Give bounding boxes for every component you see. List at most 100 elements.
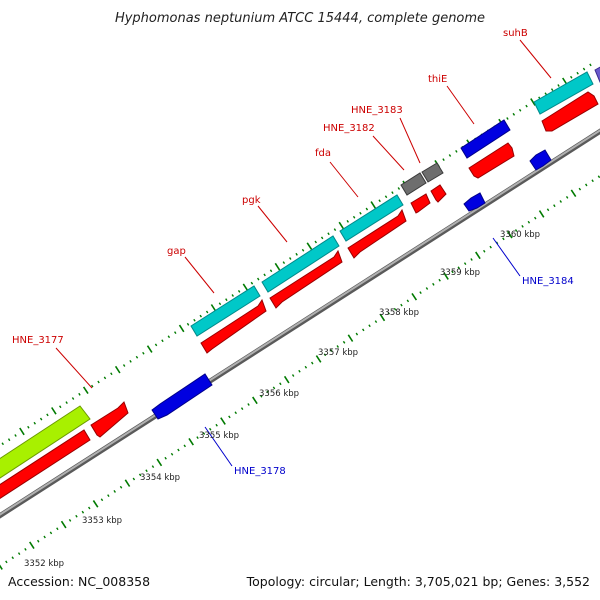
minor-tick xyxy=(365,207,369,211)
major-tick xyxy=(570,189,577,198)
minor-tick xyxy=(546,208,550,212)
cog-block-gap xyxy=(190,285,261,337)
minor-tick xyxy=(37,539,40,543)
minor-tick xyxy=(514,229,518,232)
major-tick xyxy=(274,262,281,271)
gene-label-suhb[interactable]: suhB xyxy=(503,28,528,39)
cds-arrow-pgk xyxy=(269,249,343,309)
major-tick xyxy=(51,407,57,415)
minor-tick xyxy=(597,175,600,179)
gene-label-hne3177[interactable]: HNE_3177 xyxy=(12,335,64,346)
gene-label-hne3182[interactable]: HNE_3182 xyxy=(323,123,375,134)
minor-tick xyxy=(138,473,142,477)
cds-arrow-gap xyxy=(200,298,267,354)
minor-tick xyxy=(154,343,158,347)
minor-tick xyxy=(135,355,139,359)
ruler-label: 3359 kbp xyxy=(440,268,480,278)
minor-tick xyxy=(119,485,123,489)
major-tick xyxy=(60,520,67,529)
cog-track xyxy=(0,66,600,479)
gene-label-hne3184[interactable]: HNE_3184 xyxy=(522,276,574,287)
major-tick xyxy=(0,564,3,570)
ruler-label: 3358 kbp xyxy=(379,308,419,318)
cog-block-suhb xyxy=(533,71,594,115)
gene-label-thie[interactable]: thiE xyxy=(428,74,447,85)
minor-tick xyxy=(164,456,167,460)
gene-labels: HNE_3177 gap pgk fda HNE_3182 HNE_3183 t… xyxy=(12,28,574,477)
minor-tick xyxy=(570,75,573,79)
backbone xyxy=(0,128,600,519)
minor-tick xyxy=(231,294,234,297)
minor-tick xyxy=(323,353,327,357)
gene-label-hne3183[interactable]: HNE_3183 xyxy=(351,105,403,116)
cds-arrow-hne3177 xyxy=(90,401,129,438)
gene-label-hne3178[interactable]: HNE_3178 xyxy=(234,466,286,477)
minor-tick xyxy=(455,150,458,153)
minor-tick xyxy=(269,269,273,273)
inner-dotted-track xyxy=(0,175,600,570)
minor-tick xyxy=(282,261,286,264)
minor-tick xyxy=(457,266,461,270)
ruler-label: 3356 kbp xyxy=(259,389,299,399)
minor-tick xyxy=(196,436,199,439)
minor-tick xyxy=(327,232,330,236)
cds-forward-track xyxy=(0,91,599,500)
major-tick xyxy=(306,242,313,250)
minor-tick xyxy=(448,154,452,157)
minor-tick xyxy=(544,92,547,96)
accession-text: Accession: NC_008358 xyxy=(8,574,150,589)
minor-tick xyxy=(589,63,592,67)
minor-tick xyxy=(228,415,231,419)
minor-tick xyxy=(330,349,333,352)
minor-tick xyxy=(438,278,441,282)
cds-arrow-hne3178 xyxy=(151,373,213,420)
leader-hne3184 xyxy=(492,237,521,277)
minor-tick xyxy=(43,535,46,539)
major-tick xyxy=(156,458,163,467)
major-tick xyxy=(315,355,322,363)
minor-tick xyxy=(295,252,298,256)
minor-tick xyxy=(521,225,524,228)
minor-tick xyxy=(534,216,537,220)
major-tick xyxy=(19,427,25,436)
cog-block-pgk xyxy=(261,235,340,293)
leader-pgk xyxy=(257,205,288,243)
minor-tick xyxy=(177,448,180,452)
minor-tick xyxy=(406,299,410,303)
cog-block-hne3177 xyxy=(0,405,91,479)
minor-tick xyxy=(11,556,14,560)
minor-tick xyxy=(342,340,346,344)
cog-block-fda xyxy=(339,194,404,242)
minor-tick xyxy=(502,237,505,241)
map-title: Hyphomonas neptunium ATCC 15444, complet… xyxy=(115,11,485,26)
minor-tick xyxy=(378,199,381,203)
minor-tick xyxy=(122,364,126,367)
major-tick xyxy=(178,324,185,333)
minor-tick xyxy=(272,386,276,390)
major-tick xyxy=(370,201,377,209)
gene-label-fda[interactable]: fda xyxy=(315,148,331,159)
minor-tick xyxy=(161,339,164,343)
ruler-label: 3357 kbp xyxy=(318,348,358,358)
ruler-label: 3353 kbp xyxy=(82,516,122,526)
gene-label-pgk[interactable]: pgk xyxy=(242,195,261,206)
major-tick xyxy=(114,365,121,374)
gene-label-gap[interactable]: gap xyxy=(167,246,186,257)
minor-tick xyxy=(68,519,72,522)
major-tick xyxy=(475,251,481,260)
major-tick xyxy=(411,292,418,301)
label-leaders xyxy=(55,39,552,467)
minor-tick xyxy=(100,498,104,502)
ruler-label: 3352 kbp xyxy=(24,559,64,569)
minor-tick xyxy=(145,469,148,473)
minor-tick xyxy=(209,427,212,431)
minor-tick xyxy=(368,324,371,328)
major-tick xyxy=(530,98,536,106)
minor-tick xyxy=(591,179,594,183)
major-tick xyxy=(220,417,226,425)
major-tick xyxy=(506,230,513,239)
minor-tick xyxy=(250,281,254,285)
minor-tick xyxy=(88,506,91,510)
minor-tick xyxy=(298,369,301,373)
cog-block-thie xyxy=(460,119,511,159)
